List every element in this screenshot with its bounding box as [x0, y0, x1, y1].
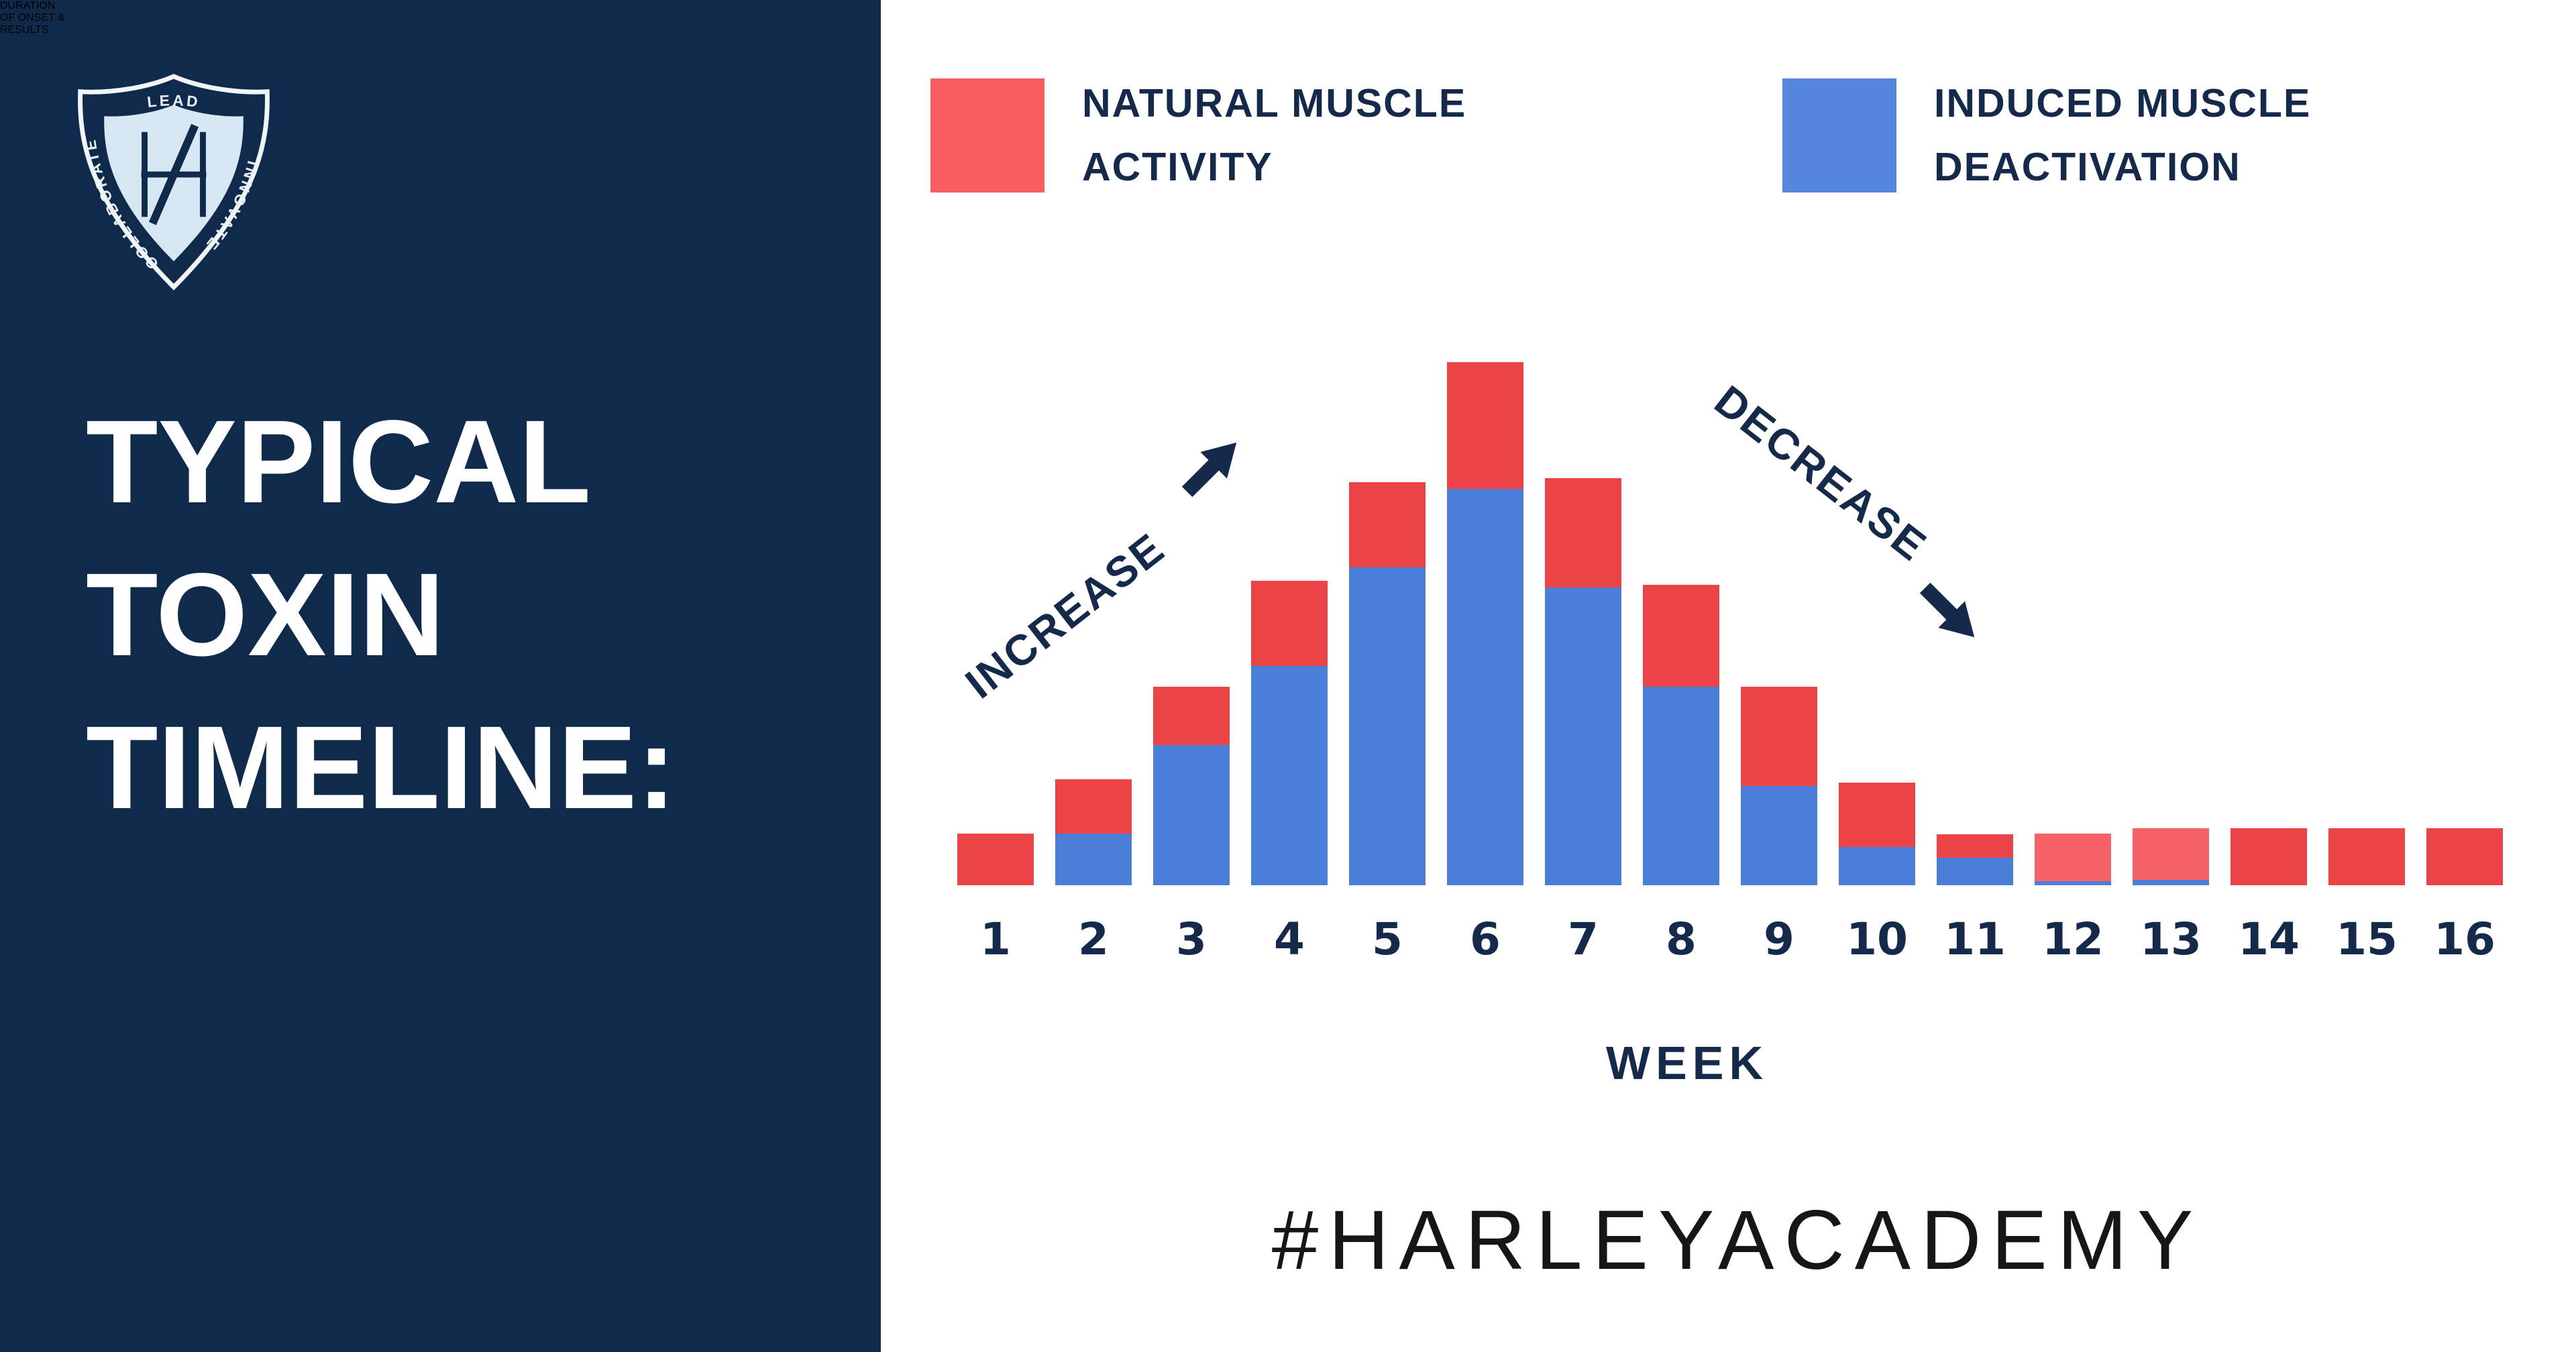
week-tick-7: 7 [1568, 913, 1599, 965]
bar-week-7 [1545, 478, 1621, 885]
week-tick-8: 8 [1666, 913, 1697, 965]
legend-item-natural-muscle-activity: NATURAL MUSCLE ACTIVITY [930, 72, 1466, 199]
bar-week-9 [1741, 686, 1817, 885]
legend-item-induced-muscle-deactivation: INDUCED MUSCLE DEACTIVATION [1782, 72, 2311, 199]
bar-week-10 [1839, 783, 1915, 885]
natural-activity-segment [1741, 686, 1817, 786]
bar-week-3 [1153, 687, 1230, 885]
natural-activity-segment [2133, 828, 2209, 881]
shield-outline [78, 74, 270, 291]
week-tick-10: 10 [1846, 913, 1908, 965]
induced-deactivation-segment [1937, 858, 2013, 885]
natural-activity-segment [1447, 362, 1523, 489]
bar-week-13 [2133, 828, 2209, 885]
week-tick-6: 6 [1470, 913, 1501, 965]
induced-deactivation-segment [1741, 785, 1817, 885]
legend-natural-line-2: ACTIVITY [1082, 145, 1273, 189]
week-tick-5: 5 [1372, 913, 1403, 965]
induced-deactivation-segment [2133, 880, 2209, 885]
week-tick-14: 14 [2238, 913, 2300, 965]
natural-activity-segment [1349, 482, 1426, 567]
induced-deactivation-segment [1153, 744, 1230, 885]
week-tick-16: 16 [2434, 913, 2496, 965]
legend-label-natural: NATURAL MUSCLE ACTIVITY [1082, 72, 1466, 199]
natural-activity-segment [1545, 478, 1621, 588]
title-line-2: TOXIN [86, 549, 445, 681]
hashtag: #HARLEYACADEMY [1271, 1194, 2204, 1287]
bar-week-5 [1349, 482, 1426, 885]
induced-deactivation-segment [1055, 833, 1132, 885]
harley-academy-logo: LEAD COLLABORATE INNOVATE [78, 74, 270, 291]
page-title: TYPICAL TOXIN TIMELINE: [86, 386, 676, 844]
natural-activity-segment [2426, 828, 2503, 885]
week-tick-2: 2 [1078, 913, 1109, 965]
title-line-3: TIMELINE: [86, 702, 676, 834]
bar-week-11 [1937, 834, 2013, 885]
week-tick-1: 1 [980, 913, 1011, 965]
induced-deactivation-segment [1251, 666, 1328, 885]
bar-week-15 [2328, 828, 2405, 885]
natural-activity-segment [1251, 581, 1328, 667]
subtitle-line-1: DURATION [0, 0, 56, 11]
week-tick-3: 3 [1176, 913, 1207, 965]
increase-arrow-icon [1181, 442, 1237, 498]
natural-activity-segment [1839, 783, 1915, 848]
monogram-h-slash-icon [141, 123, 207, 225]
natural-activity-swatch-icon [930, 78, 1044, 192]
subtitle-line-2: OF ONSET & [0, 12, 65, 23]
bar-week-8 [1643, 584, 1719, 885]
induced-deactivation-swatch-icon [1782, 78, 1896, 192]
natural-activity-segment [2328, 828, 2405, 885]
bar-week-16 [2426, 828, 2503, 885]
bar-week-12 [2035, 833, 2111, 885]
bar-week-2 [1055, 779, 1132, 885]
week-tick-12: 12 [2042, 913, 2104, 965]
week-tick-15: 15 [2336, 913, 2398, 965]
natural-activity-segment [1055, 779, 1132, 834]
natural-activity-segment [1153, 687, 1230, 745]
induced-deactivation-segment [1349, 567, 1426, 885]
legend-natural-line-1: NATURAL MUSCLE [1082, 81, 1467, 125]
bar-week-1 [957, 833, 1034, 885]
bar-week-4 [1251, 581, 1328, 885]
induced-deactivation-segment [1447, 488, 1523, 885]
natural-activity-segment [1643, 584, 1719, 687]
logo-text-lead: LEAD [146, 91, 201, 111]
legend-label-induced: INDUCED MUSCLE DEACTIVATION [1934, 72, 2311, 199]
week-tick-9: 9 [1764, 913, 1794, 965]
natural-activity-segment [2231, 828, 2307, 885]
week-axis-ticks: 1 2 3 4 5 6 7 8 9 10 11 12 13 14 15 16 [957, 913, 2503, 967]
title-line-1: TYPICAL [86, 396, 591, 528]
week-tick-4: 4 [1274, 913, 1305, 965]
induced-deactivation-segment [1545, 587, 1621, 885]
stacked-bar-chart [957, 362, 2503, 885]
decrease-arrow-icon [1919, 582, 1975, 638]
natural-activity-segment [2035, 833, 2111, 881]
subtitle-line-3: RESULTS [0, 24, 49, 36]
legend-induced-line-2: DEACTIVATION [1934, 145, 2241, 189]
legend-induced-line-1: INDUCED MUSCLE [1934, 81, 2312, 125]
natural-activity-segment [957, 833, 1034, 885]
week-tick-13: 13 [2140, 913, 2202, 965]
bar-week-6 [1447, 362, 1523, 885]
sidebar-panel: LEAD COLLABORATE INNOVATE TYPICAL TOXIN … [0, 0, 881, 1352]
bar-week-14 [2231, 828, 2307, 885]
natural-activity-segment [1937, 834, 2013, 858]
week-axis-title: WEEK [1606, 1037, 1768, 1089]
induced-deactivation-segment [2035, 881, 2111, 885]
week-tick-11: 11 [1944, 913, 2006, 965]
induced-deactivation-segment [1643, 687, 1719, 885]
induced-deactivation-segment [1839, 847, 1915, 885]
